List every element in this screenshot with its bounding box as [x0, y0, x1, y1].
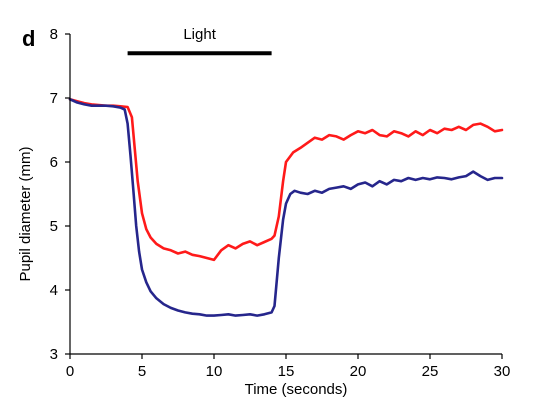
- x-tick-label: 5: [138, 363, 146, 380]
- y-tick-label: 3: [50, 346, 58, 363]
- x-tick-label: 10: [206, 363, 223, 380]
- light-annotation: Light: [127, 26, 272, 56]
- x-axis-title: Time (seconds): [245, 381, 348, 398]
- y-tick-label: 6: [50, 154, 58, 171]
- series-layer: [68, 98, 504, 317]
- y-axis-title: Pupil diameter (mm): [17, 146, 34, 281]
- series-line-red: [68, 98, 504, 262]
- y-tick-label: 8: [50, 26, 58, 43]
- panel-label: d: [22, 26, 35, 51]
- y-tick-label: 4: [50, 282, 58, 299]
- x-tick-label: 25: [422, 363, 439, 380]
- x-tick-label: 30: [494, 363, 511, 380]
- y-tick-label: 5: [50, 218, 58, 235]
- y-tick-label: 7: [50, 90, 58, 107]
- light-label: Light: [183, 26, 216, 43]
- series-line-blue: [68, 98, 504, 317]
- x-tick-label: 15: [278, 363, 295, 380]
- y-ticks: 3 4 5 6 7 8: [50, 26, 70, 363]
- x-ticks: 0 5 10 15 20 25 30: [66, 354, 511, 380]
- x-tick-label: 20: [350, 363, 367, 380]
- x-tick-label: 0: [66, 363, 74, 380]
- axes: 3 4 5 6 7 8 0 5 10 15 20 25 30: [50, 26, 511, 380]
